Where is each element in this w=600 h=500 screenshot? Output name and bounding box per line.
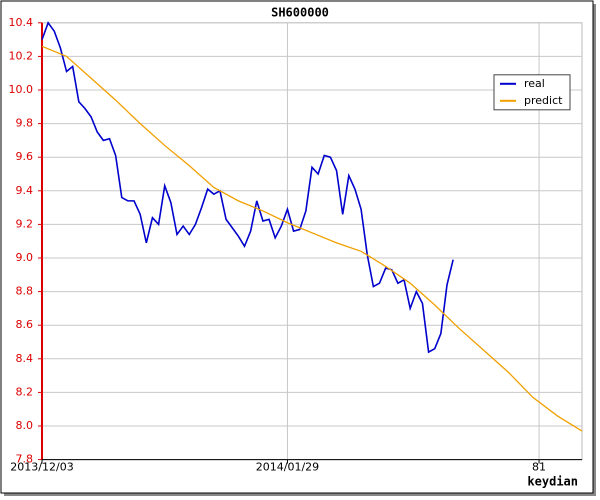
x-tick-label: 81: [532, 461, 546, 474]
y-tick-label: 8.4: [16, 352, 34, 365]
y-tick-label: 9.8: [16, 117, 34, 130]
y-tick-label: 10.0: [9, 83, 34, 96]
x-tick-label: 2013/12/03: [10, 461, 73, 474]
y-tick-label: 7.8: [16, 453, 34, 466]
legend-label: predict: [524, 94, 563, 107]
y-tick-label: 9.0: [16, 251, 34, 264]
series-line: [41, 45, 583, 432]
legend-label: real: [524, 77, 545, 90]
series-line: [41, 21, 454, 354]
y-tick-label: 8.6: [16, 318, 34, 331]
chart-title: SH600000: [271, 6, 329, 20]
x-tick-label: 2014/01/29: [256, 461, 319, 474]
y-tick-label: 10.4: [9, 16, 34, 29]
y-tick-label: 8.2: [16, 385, 34, 398]
y-tick-label: 9.6: [16, 150, 34, 163]
y-tick-label: 10.2: [9, 49, 34, 62]
x-axis-label: keydian: [527, 475, 578, 489]
y-tick-label: 9.2: [16, 217, 34, 230]
y-tick-label: 9.4: [16, 184, 34, 197]
y-tick-label: 8.0: [16, 419, 34, 432]
y-tick-label: 8.8: [16, 285, 34, 298]
legend-box: [493, 74, 571, 111]
